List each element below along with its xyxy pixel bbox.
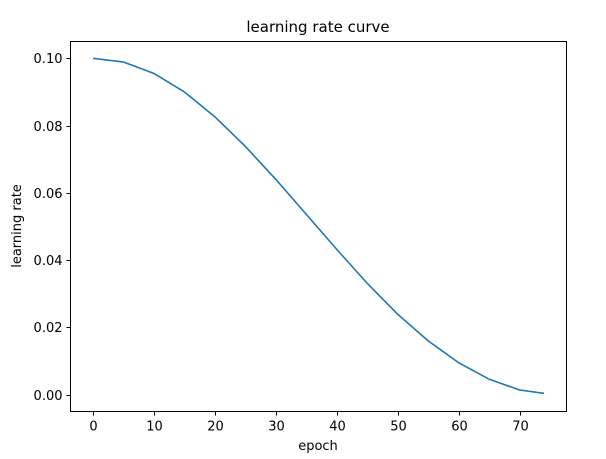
y-tick-label: 0.04 [34,254,63,269]
y-tick-label: 0.08 [34,120,63,135]
chart-title: learning rate curve [246,18,389,36]
x-axis: 0 10 20 30 40 50 60 70 [89,411,529,435]
x-tick-label: 30 [268,420,285,435]
plot-area [92,57,545,395]
x-tick-label: 0 [89,420,97,435]
axes-frame [70,41,567,412]
series-line [92,57,545,395]
x-tick-label: 50 [390,420,407,435]
y-tick-label: 0.00 [34,389,63,404]
y-tick-label: 0.10 [34,52,63,67]
x-tick-label: 70 [512,420,529,435]
y-tick-label: 0.06 [34,187,63,202]
x-tick-label: 10 [146,420,163,435]
x-tick-label: 20 [207,420,224,435]
y-axis-label: learning rate [10,184,25,268]
x-tick-label: 40 [329,420,346,435]
y-axis: 0.00 0.02 0.04 0.06 0.08 0.10 [34,52,71,404]
x-axis-label: epoch [298,439,338,454]
y-tick-label: 0.02 [34,321,63,336]
x-tick-label: 60 [451,420,468,435]
